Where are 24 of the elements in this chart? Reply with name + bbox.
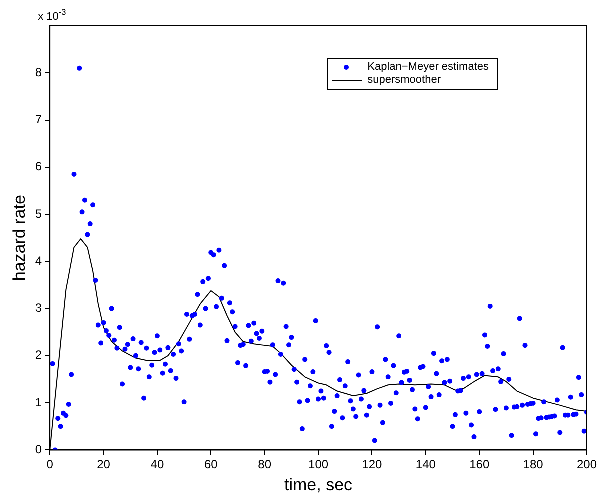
x-tick-label: 80 [258, 458, 272, 472]
y-tick-label: 0 [35, 442, 42, 457]
x-tick-label: 200 [576, 458, 598, 472]
y-axis-title: hazard rate [10, 195, 29, 282]
y-tick-label: 6 [35, 160, 42, 174]
x-tick-label: 120 [362, 458, 383, 472]
y-tick-label: 5 [35, 206, 42, 221]
x-tick-label: 40 [150, 458, 164, 472]
x-axis-title: time, sec [284, 475, 354, 494]
y-tick-label: 4 [35, 254, 42, 268]
y-tick-label: 8 [35, 65, 42, 80]
x-tick-label: 60 [204, 458, 218, 472]
legend-label: Kaplan−Meyer estimates [368, 61, 489, 74]
x-tick-label: 180 [523, 458, 544, 472]
y-tick-label: 3 [35, 301, 42, 316]
x-tick-label: 160 [470, 458, 490, 472]
x-tick-label: 20 [97, 458, 111, 472]
y-tick-label: 2 [35, 348, 42, 362]
x-tick-label: 100 [308, 458, 329, 472]
legend-label: supersmoother [368, 74, 441, 87]
y-tick-label: 1 [35, 395, 42, 410]
y-tick-label: 7 [35, 112, 42, 127]
x-tick-label: 0 [46, 458, 54, 472]
x-tick-label: 140 [416, 458, 436, 472]
